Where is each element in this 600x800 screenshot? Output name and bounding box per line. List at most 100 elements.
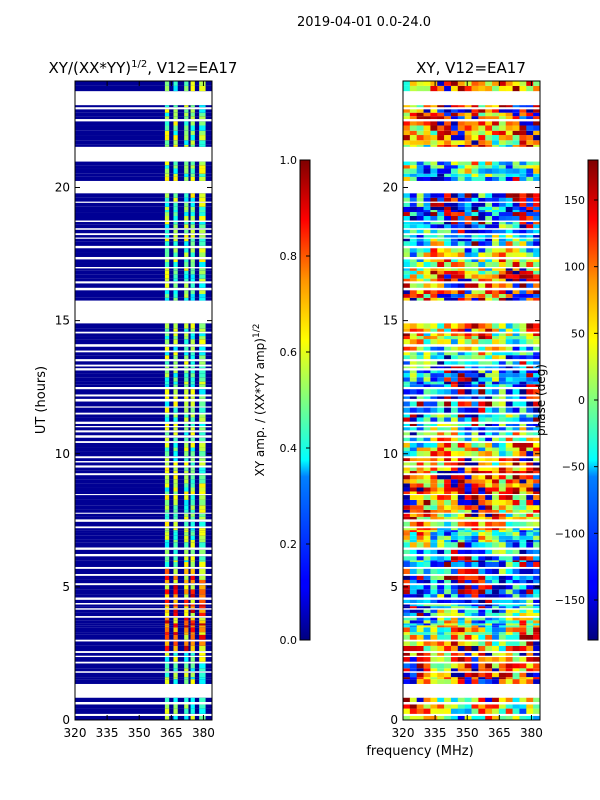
phase-cell [437,549,445,554]
phase-cell [505,109,513,113]
phase-cell [526,212,534,217]
amplitude-band-cell [190,381,195,385]
y-tick-label: 20 [383,181,398,195]
phase-cell [512,657,520,662]
phase-cell [471,323,479,329]
phase-cell [478,396,486,399]
phase-cell [403,112,411,117]
phase-cell [505,125,513,131]
phase-cell [464,668,472,672]
phase-cell [478,414,486,418]
phase-cell [533,620,541,624]
phase-cell [409,645,417,652]
phase-cell [409,238,417,242]
phase-cell [409,339,417,345]
phase-cell [409,539,417,543]
phase-cell [498,697,507,702]
phase-cell [485,278,493,282]
phase-cell [478,238,486,242]
phase-cell [444,262,452,267]
phase-cell [430,248,438,253]
phase-cell [444,668,452,672]
phase-cell [403,212,411,217]
phase-cell [416,530,424,533]
amplitude-band-cell [184,262,189,267]
phase-cell [403,125,411,131]
amplitude-band-cell [164,530,170,533]
phase-cell [416,252,424,257]
phase-cell [409,704,417,709]
phase-cell [464,212,472,217]
phase-cell [498,270,507,275]
phase-cell [492,165,500,169]
phase-cell [512,377,520,382]
phase-cell [423,259,431,263]
colorbar-tick-label: 0.6 [280,346,298,359]
phase-cell [423,663,431,669]
phase-cell [457,238,465,242]
phase-cell [423,609,431,613]
amplitude-band-cell [173,609,178,613]
phase-cell [512,224,520,229]
amplitude-band-cell [190,516,195,520]
phase-cell [533,168,541,174]
phase-cell [437,283,445,288]
phase-cell [444,224,452,229]
amplitude-band-cell [164,521,170,527]
phase-cell [505,499,513,506]
amplitude-band-cell [173,672,178,678]
phase-cell [403,407,411,413]
phase-cell [464,125,472,131]
phase-cell [492,328,500,332]
phase-cell [492,336,500,340]
phase-cell [437,708,445,714]
amplitude-band-cell [164,677,170,680]
amplitude-band-cell [184,549,189,554]
phase-cell [505,495,513,500]
amplitude-row-cell [75,627,212,633]
phase-cell [423,366,431,369]
phase-cell [444,389,452,395]
phase-cell [450,715,459,720]
phase-cell [478,528,486,531]
phase-cell [457,216,465,221]
phase-cell [403,221,411,225]
phase-cell [403,521,411,527]
phase-cell [416,612,424,617]
phase-cell [464,140,472,145]
amplitude-band-cell [173,487,178,492]
phase-cell [444,121,452,126]
phase-cell [403,135,411,141]
phase-cell [526,384,534,387]
phase-cell [416,483,424,488]
phase-cell [533,677,541,680]
phase-cell [464,663,472,669]
amplitude-band-cell [164,458,170,462]
amplitude-band-cell [173,568,178,575]
amplitude-band-cell [184,109,189,113]
amplitude-band-cell [173,604,178,607]
phase-cell [409,634,417,640]
amplitude-band-cell [199,575,206,580]
amplitude-band-cell [173,221,178,225]
phase-cell [492,259,500,263]
phase-cell [423,491,431,495]
phase-cell [423,479,431,484]
phase-cell [519,294,527,298]
phase-cell [416,652,424,656]
phase-cell [450,216,459,221]
phase-cell [464,542,472,548]
phase-colorbar-label: phase (deg) [534,364,548,436]
phase-cell [505,259,513,263]
phase-cell [498,377,507,382]
phase-cell [450,197,459,202]
phase-cell [478,259,486,263]
phase-cell [423,509,431,513]
phase-cell [526,346,534,351]
phase-cell [416,238,424,242]
phase-cell [519,381,527,385]
phase-cell [526,161,534,166]
phase-cell [478,417,486,422]
phase-cell [485,652,493,656]
phase-cell [526,238,534,242]
